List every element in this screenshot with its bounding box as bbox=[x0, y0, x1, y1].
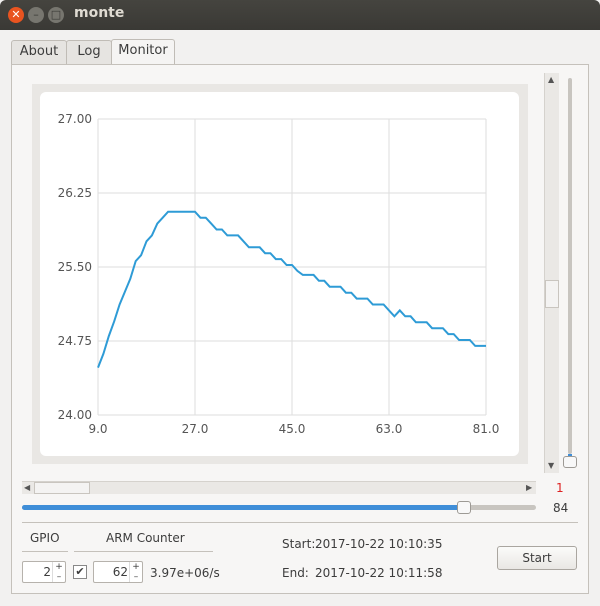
scroll-left-icon[interactable]: ◀ bbox=[24, 483, 31, 492]
y-tick-label: 24.75 bbox=[58, 334, 92, 348]
tab-log[interactable]: Log bbox=[66, 40, 112, 64]
arm-counter-label: ARM Counter bbox=[106, 531, 185, 545]
increment-icon[interactable]: + bbox=[132, 562, 140, 572]
arm-counter-stepper[interactable]: + – bbox=[129, 562, 142, 582]
start-time-value: 2017-10-22 10:10:35 bbox=[315, 537, 443, 551]
arm-counter-value: 62 bbox=[112, 565, 128, 579]
maximize-icon[interactable]: □ bbox=[48, 7, 64, 23]
start-button[interactable]: Start bbox=[497, 546, 577, 570]
vertical-slider-handle[interactable] bbox=[563, 456, 577, 468]
vertical-slider[interactable] bbox=[568, 78, 572, 454]
separator bbox=[22, 522, 578, 523]
x-tick-label: 63.0 bbox=[376, 422, 403, 436]
gpio-label: GPIO bbox=[30, 531, 60, 545]
arm-counter-spinbox[interactable]: 62 + – bbox=[93, 561, 143, 583]
gpio-value: 2 bbox=[43, 565, 51, 579]
gpio-underline bbox=[22, 551, 68, 552]
decrement-icon[interactable]: – bbox=[56, 572, 62, 582]
horizontal-slider-value: 84 bbox=[553, 501, 569, 515]
arm-underline bbox=[74, 551, 213, 552]
tab-about[interactable]: About bbox=[11, 40, 67, 64]
x-tick-label: 45.0 bbox=[279, 422, 306, 436]
end-time-value: 2017-10-22 10:11:58 bbox=[315, 566, 443, 580]
window-title: monte bbox=[74, 5, 125, 21]
x-tick-label: 9.0 bbox=[88, 422, 107, 436]
horizontal-slider-fill bbox=[22, 505, 465, 510]
tab-monitor[interactable]: Monitor bbox=[111, 39, 175, 65]
horizontal-scroll-thumb[interactable] bbox=[34, 482, 90, 494]
decrement-icon[interactable]: – bbox=[133, 572, 139, 582]
horizontal-slider-handle[interactable] bbox=[457, 501, 472, 514]
chart-background bbox=[40, 92, 519, 456]
vertical-slider-value: 1 bbox=[556, 481, 564, 495]
vertical-scroll-thumb[interactable] bbox=[545, 280, 559, 308]
rate-text: 3.97e+06/s bbox=[150, 566, 220, 580]
scroll-down-icon[interactable]: ▼ bbox=[548, 461, 555, 470]
y-tick-label: 24.00 bbox=[58, 408, 92, 422]
increment-icon[interactable]: + bbox=[55, 562, 63, 572]
end-time-label: End: bbox=[282, 566, 309, 580]
close-icon[interactable]: ✕ bbox=[8, 7, 24, 23]
start-time-label: Start: bbox=[282, 537, 316, 551]
series-line bbox=[97, 210, 486, 368]
arm-counter-checkbox[interactable]: ✔ bbox=[73, 565, 87, 579]
minimize-icon[interactable]: – bbox=[28, 7, 44, 23]
gpio-stepper[interactable]: + – bbox=[52, 562, 65, 582]
x-tick-label: 27.0 bbox=[182, 422, 209, 436]
title-bar: ✕ – □ monte bbox=[0, 0, 600, 30]
scroll-right-icon[interactable]: ▶ bbox=[526, 483, 533, 492]
horizontal-scrollbar[interactable]: ◀ ▶ bbox=[22, 481, 536, 494]
scroll-up-icon[interactable]: ▲ bbox=[548, 75, 555, 84]
y-tick-label: 25.50 bbox=[58, 260, 92, 274]
x-tick-label: 81.0 bbox=[473, 422, 500, 436]
y-tick-label: 26.25 bbox=[58, 186, 92, 200]
y-tick-label: 27.00 bbox=[58, 112, 92, 126]
vertical-scrollbar[interactable]: ▲ ▼ bbox=[544, 73, 559, 473]
gpio-spinbox[interactable]: 2 + – bbox=[22, 561, 66, 583]
